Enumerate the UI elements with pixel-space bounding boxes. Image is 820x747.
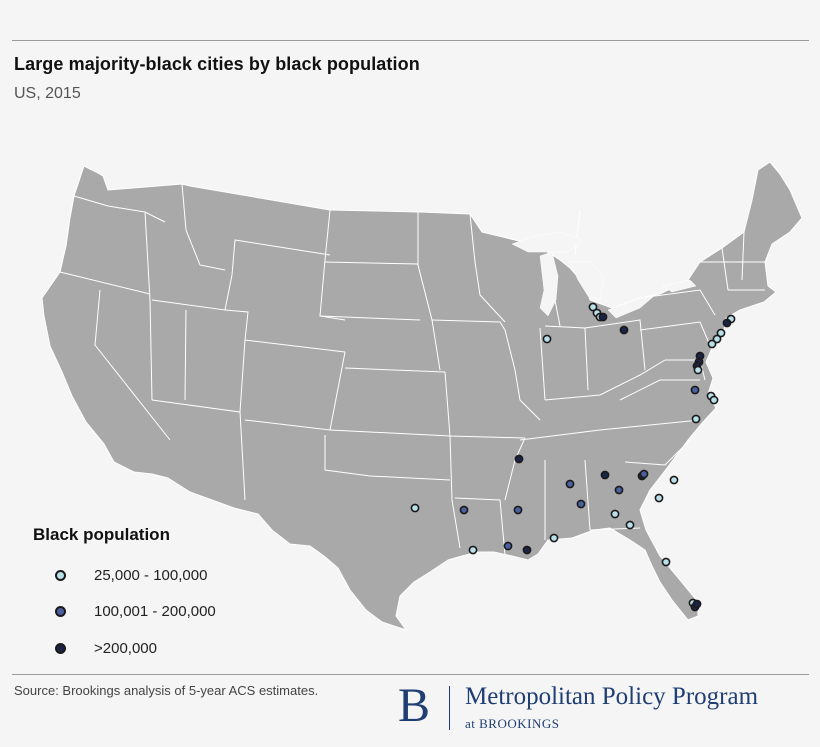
city-marker xyxy=(614,485,624,495)
lake-erie xyxy=(607,295,655,319)
map-subtitle: US, 2015 xyxy=(14,85,81,102)
state-borders xyxy=(59,183,765,556)
city-marker xyxy=(588,302,598,312)
legend-item-small: 25,000 - 100,000 xyxy=(55,565,207,585)
brookings-logo-letter: B xyxy=(398,679,431,732)
city-marker xyxy=(459,505,469,515)
city-marker xyxy=(565,479,575,489)
map-title: Large majority-black cities by black pop… xyxy=(14,54,420,74)
great-lakes xyxy=(511,231,697,319)
city-marker-layer xyxy=(410,302,736,612)
lake-ontario xyxy=(661,279,697,293)
city-marker xyxy=(707,339,717,349)
city-marker xyxy=(669,475,679,485)
city-marker xyxy=(549,533,559,543)
city-marker xyxy=(691,414,701,424)
logo-divider xyxy=(449,686,450,730)
legend-label-large: >200,000 xyxy=(94,639,157,657)
legend-dot-medium xyxy=(55,605,66,617)
legend-label-small: 25,000 - 100,000 xyxy=(94,566,208,584)
lake-superior xyxy=(511,231,583,253)
city-marker xyxy=(513,505,523,515)
city-marker xyxy=(576,499,586,509)
source-note: Source: Brookings analysis of 5-year ACS… xyxy=(14,683,319,698)
city-marker xyxy=(709,395,719,405)
lake-huron xyxy=(569,261,605,301)
top-rule xyxy=(12,40,809,41)
legend-title: Black population xyxy=(33,525,170,544)
city-marker xyxy=(712,334,722,344)
city-marker xyxy=(514,454,524,464)
city-marker xyxy=(522,545,532,555)
city-marker xyxy=(468,545,478,555)
city-marker xyxy=(654,493,664,503)
lake-michigan xyxy=(539,251,559,317)
legend-label-medium: 100,001 - 200,000 xyxy=(94,602,216,620)
city-marker xyxy=(693,365,703,375)
city-marker xyxy=(690,385,700,395)
legend-dot-small xyxy=(55,569,66,581)
city-marker xyxy=(600,470,610,480)
city-marker xyxy=(661,557,671,567)
city-marker xyxy=(410,503,420,513)
city-marker xyxy=(598,312,608,322)
city-marker xyxy=(716,328,726,338)
city-marker xyxy=(625,520,635,530)
legend-item-large: >200,000 xyxy=(55,638,157,658)
city-marker xyxy=(722,318,732,328)
bottom-rule xyxy=(12,674,809,675)
city-marker xyxy=(619,325,629,335)
city-marker xyxy=(692,599,702,609)
city-marker xyxy=(610,509,620,519)
legend-dot-large xyxy=(55,642,66,654)
us-land xyxy=(41,161,803,631)
city-marker xyxy=(542,334,552,344)
city-marker xyxy=(503,541,513,551)
logo-subtitle: at BROOKINGS xyxy=(465,716,560,731)
legend-item-medium: 100,001 - 200,000 xyxy=(55,601,216,621)
logo-program-name: Metropolitan Policy Program xyxy=(465,683,759,710)
city-marker xyxy=(639,469,649,479)
